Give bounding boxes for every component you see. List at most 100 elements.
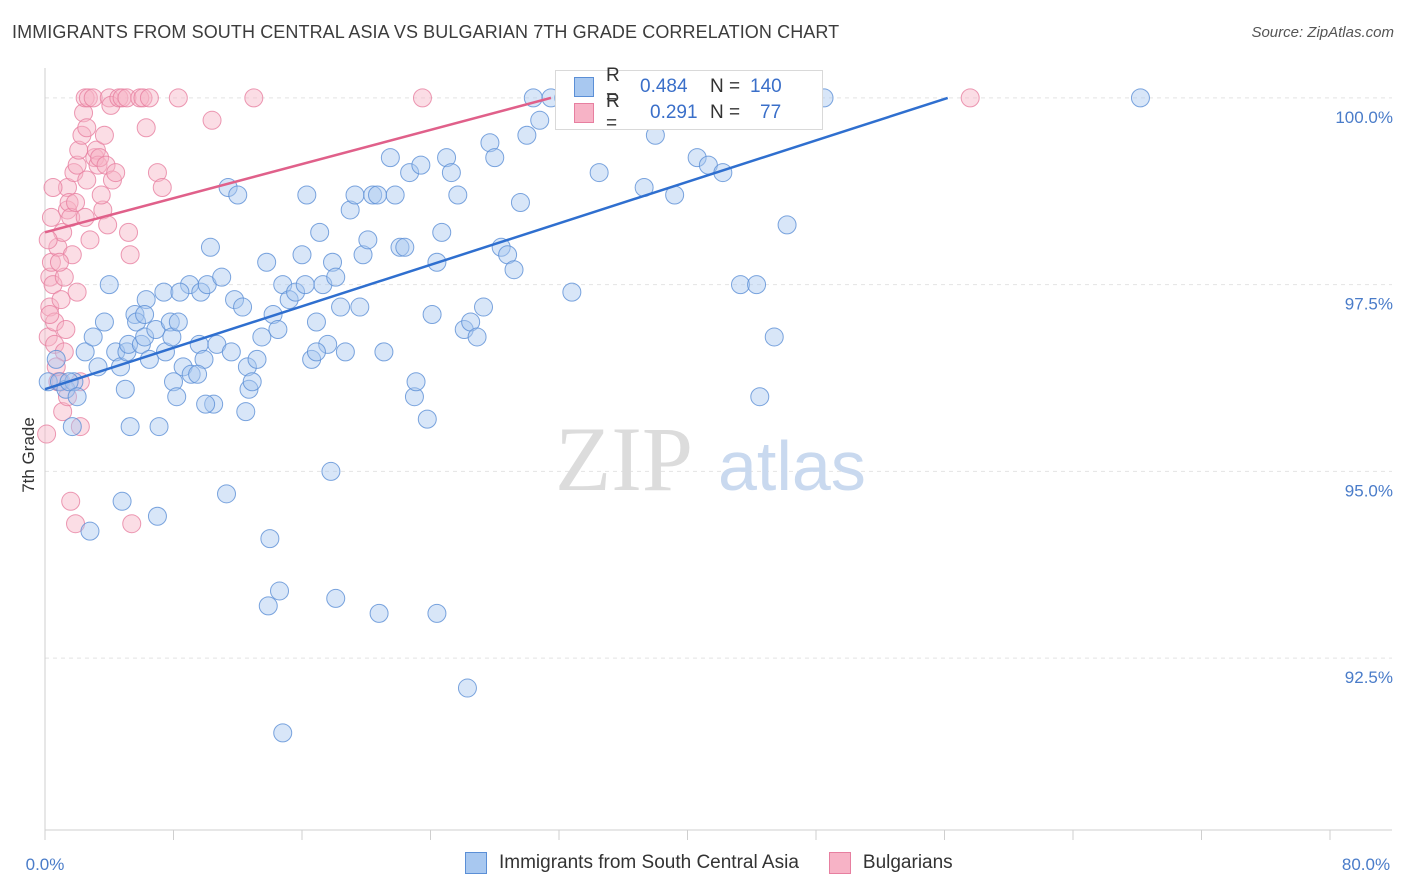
south-central-asia-point <box>350 297 370 317</box>
bulgarians-point <box>244 88 264 108</box>
south-central-asia-point <box>374 342 394 362</box>
south-central-asia-point <box>406 372 426 392</box>
bulgarians-point <box>49 252 69 272</box>
south-central-asia-point <box>358 230 378 250</box>
south-central-asia-point <box>400 163 420 183</box>
bulgarians-points <box>37 88 980 534</box>
series1-n-value: 140 <box>750 76 782 97</box>
bulgarians-point <box>41 207 61 227</box>
legend-item-south-central-asia[interactable]: Immigrants from South Central Asia <box>465 852 799 874</box>
bulgarians-point <box>83 88 103 108</box>
south-central-asia-point <box>160 312 180 332</box>
south-central-asia-point <box>345 185 365 205</box>
south-central-asia-point <box>252 327 272 347</box>
legend-label-south-central-asia: Immigrants from South Central Asia <box>499 852 799 873</box>
watermark-zip: ZIP <box>555 408 693 510</box>
south-central-asia-point <box>135 305 155 325</box>
bulgarians-point <box>91 185 111 205</box>
south-central-asia-point <box>191 282 211 302</box>
bulgarians-point <box>101 95 121 115</box>
south-central-asia-points <box>38 88 1150 743</box>
bulgarians-point <box>59 192 79 212</box>
series1-n-label: N = <box>710 76 741 97</box>
south-central-asia-point <box>422 305 442 325</box>
bulgarians-point <box>77 118 97 138</box>
bulgarians-point <box>139 88 159 108</box>
south-central-asia-point <box>323 252 343 272</box>
south-central-asia-point <box>181 364 201 384</box>
bulgarians-point <box>51 290 71 310</box>
x-tick-label-min: 0.0% <box>26 855 65 874</box>
legend-swatch-blue <box>465 852 487 874</box>
bulgarians-point <box>37 424 57 444</box>
south-central-asia-point <box>437 148 457 168</box>
south-central-asia-point <box>196 394 216 414</box>
south-central-asia-point <box>306 312 326 332</box>
south-central-asia-point <box>321 461 341 481</box>
south-central-asia-point <box>136 290 156 310</box>
bulgarians-point <box>74 103 94 123</box>
south-central-asia-point <box>432 222 452 242</box>
bulgarians-point <box>70 417 90 437</box>
south-central-asia-point <box>411 155 431 175</box>
south-central-asia-point <box>46 349 66 369</box>
bulgarians-point <box>78 88 98 108</box>
south-central-asia-point <box>427 603 447 623</box>
south-central-asia-point <box>297 185 317 205</box>
bulgarians-point <box>61 491 81 511</box>
south-central-asia-point <box>390 237 410 257</box>
bulgarians-point <box>960 88 980 108</box>
south-central-asia-point <box>367 185 387 205</box>
south-central-asia-point <box>764 327 784 347</box>
south-central-asia-point <box>270 581 290 601</box>
south-central-asia-point <box>510 192 530 212</box>
south-central-asia-point <box>380 148 400 168</box>
trend-lines <box>44 96 949 391</box>
source-credit: Source: ZipAtlas.com <box>1251 24 1394 41</box>
series1-r-label: R = <box>606 65 620 108</box>
bulgarians-point <box>202 110 222 130</box>
bulgarians-point <box>136 118 156 138</box>
south-central-asia-point <box>67 387 87 407</box>
south-central-asia-point <box>331 297 351 317</box>
south-central-asia-point <box>247 349 267 369</box>
bulgarians-point <box>38 230 58 250</box>
south-central-asia-point <box>747 275 767 295</box>
south-central-asia-point <box>268 319 288 339</box>
south-central-asia-point <box>83 327 103 347</box>
south-central-asia-point <box>75 342 95 362</box>
south-central-asia-point <box>217 484 237 504</box>
south-central-asia-point <box>750 387 770 407</box>
south-central-asia-point <box>385 185 405 205</box>
legend-label-bulgarians: Bulgarians <box>862 852 953 873</box>
south-central-asia-point <box>404 387 424 407</box>
legend-item-bulgarians[interactable]: Bulgarians <box>828 852 953 874</box>
south-central-asia-point <box>731 275 751 295</box>
bulgarians-point <box>43 275 63 295</box>
south-central-asia-point <box>279 290 299 310</box>
bulgarians-point <box>122 514 142 534</box>
south-central-asia-point <box>395 237 415 257</box>
grid-lines <box>45 97 1392 659</box>
trend-line-bulgarians <box>44 96 552 234</box>
south-central-asia-point <box>448 185 468 205</box>
stats-row-series2: R = 0.291 N = 77 <box>574 91 781 134</box>
south-central-asia-point <box>326 588 346 608</box>
south-central-asia-point <box>154 282 174 302</box>
south-central-asia-point <box>353 245 373 265</box>
south-central-asia-point <box>286 282 306 302</box>
south-central-asia-point <box>127 312 147 332</box>
axis-labels: 92.5% 95.0% 97.5% 100.0% 0.0% 80.0% 7th Grade <box>19 108 1393 874</box>
south-central-asia-point <box>363 185 383 205</box>
series1-r-value: 0.484 <box>640 76 688 97</box>
south-central-asia-point <box>200 237 220 257</box>
bulgarians-point <box>40 297 60 317</box>
south-central-asia-point <box>62 417 82 437</box>
south-central-asia-point <box>457 678 477 698</box>
south-central-asia-point <box>112 491 132 511</box>
bulgarians-point <box>54 342 74 362</box>
south-central-asia-point <box>273 723 293 743</box>
series2-n-label: N = <box>710 102 741 123</box>
bulgarians-point <box>43 178 63 198</box>
